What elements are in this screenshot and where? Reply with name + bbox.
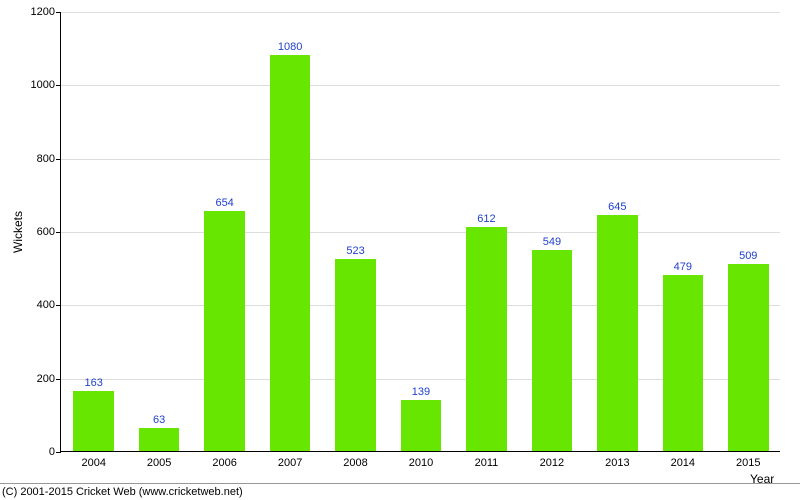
x-tick-label: 2015 xyxy=(736,451,760,469)
bar: 523 xyxy=(335,259,376,451)
wickets-bar-chart: 0200400600800100012001632004632005654200… xyxy=(0,0,800,500)
bar-value-label: 163 xyxy=(85,377,103,391)
y-tick-label: 600 xyxy=(37,226,61,238)
bar: 645 xyxy=(597,215,638,452)
bar-value-label: 654 xyxy=(215,197,233,211)
y-tick-label: 0 xyxy=(49,446,61,458)
y-tick-label: 1000 xyxy=(31,79,61,91)
x-tick-label: 2012 xyxy=(540,451,564,469)
bar-value-label: 139 xyxy=(412,386,430,400)
gridline xyxy=(61,159,780,160)
bar-value-label: 509 xyxy=(739,250,757,264)
gridline xyxy=(61,12,780,13)
y-tick-label: 800 xyxy=(37,153,61,165)
x-tick-label: 2011 xyxy=(475,451,499,469)
x-tick-label: 2010 xyxy=(409,451,433,469)
y-axis-title: Wickets xyxy=(11,211,25,253)
bar: 479 xyxy=(663,275,704,451)
bar-value-label: 523 xyxy=(346,245,364,259)
copyright-footer: (C) 2001-2015 Cricket Web (www.cricketwe… xyxy=(2,486,243,498)
x-tick-label: 2004 xyxy=(81,451,105,469)
x-tick-label: 2008 xyxy=(343,451,367,469)
bar-value-label: 612 xyxy=(477,213,495,227)
x-tick-label: 2006 xyxy=(212,451,236,469)
gridline xyxy=(61,232,780,233)
bar-value-label: 479 xyxy=(674,261,692,275)
bar: 654 xyxy=(204,211,245,451)
x-tick-label: 2007 xyxy=(278,451,302,469)
bar: 163 xyxy=(73,391,114,451)
bar: 63 xyxy=(139,428,180,451)
x-tick-label: 2005 xyxy=(147,451,171,469)
y-tick-label: 1200 xyxy=(31,6,61,18)
footer-separator xyxy=(0,483,800,484)
bar-value-label: 63 xyxy=(153,414,165,428)
bar-value-label: 645 xyxy=(608,201,626,215)
bar-value-label: 1080 xyxy=(278,41,302,55)
plot-area: 0200400600800100012001632004632005654200… xyxy=(60,12,780,452)
x-tick-label: 2013 xyxy=(605,451,629,469)
y-tick-label: 400 xyxy=(37,299,61,311)
bar: 139 xyxy=(401,400,442,451)
gridline xyxy=(61,85,780,86)
bar: 549 xyxy=(532,250,573,451)
y-tick-label: 200 xyxy=(37,373,61,385)
bar: 1080 xyxy=(270,55,311,451)
bar: 612 xyxy=(466,227,507,451)
x-tick-label: 2014 xyxy=(671,451,695,469)
bar-value-label: 549 xyxy=(543,236,561,250)
bar: 509 xyxy=(728,264,769,451)
